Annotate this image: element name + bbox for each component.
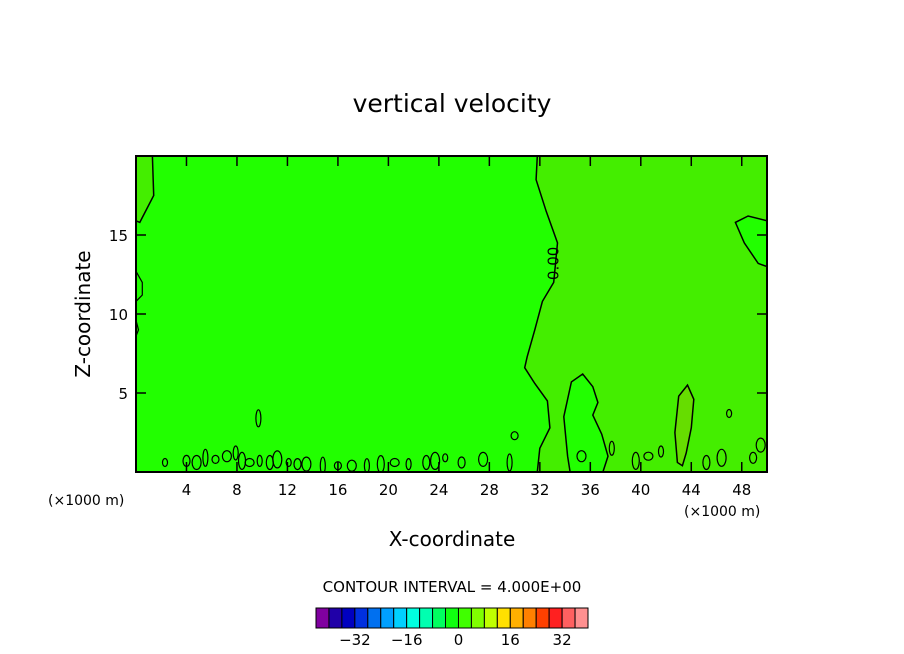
edge-contour xyxy=(136,271,143,302)
speckle-contour xyxy=(285,457,292,468)
speckle-contour xyxy=(430,451,441,470)
colorbar-swatch xyxy=(548,607,563,629)
region-blob-a xyxy=(563,372,609,472)
colorbar-tick-label: −16 xyxy=(391,631,423,649)
x-tick-label: 4 xyxy=(182,481,192,499)
speckle-contour xyxy=(272,450,283,469)
colorbar-swatch xyxy=(341,607,356,629)
colorbar-swatch xyxy=(470,607,485,629)
colorbar-swatch xyxy=(419,607,434,629)
colorbar-swatch xyxy=(354,607,369,629)
colorbar-tick-label: 16 xyxy=(501,631,520,649)
colorbar-tick-label: 32 xyxy=(553,631,572,649)
x-tick-label: 8 xyxy=(232,481,242,499)
colorbar-swatch xyxy=(496,607,511,629)
colorbar-swatch xyxy=(380,607,395,629)
chart-title: vertical velocity xyxy=(353,89,552,118)
colorbar-swatch xyxy=(457,607,472,629)
x-tick-label: 48 xyxy=(732,481,751,499)
region-blob-left-top xyxy=(136,156,155,224)
speckle-contour xyxy=(244,457,255,468)
x-tick-label: 24 xyxy=(429,481,448,499)
x-tick-label: 36 xyxy=(581,481,600,499)
speckle-contour xyxy=(576,450,587,463)
speckle-contour xyxy=(631,451,640,470)
speckle-contour xyxy=(405,458,412,471)
colorbar-swatch xyxy=(509,607,524,629)
colorbar-tick-label: 0 xyxy=(454,631,464,649)
contour-label: 0.00 xyxy=(545,247,563,280)
region-positive xyxy=(524,156,767,472)
speckle-contour xyxy=(755,437,766,453)
colorbar-swatch xyxy=(535,607,550,629)
colorbar-swatch xyxy=(328,607,343,629)
x-tick-label: 12 xyxy=(278,481,297,499)
colorbar-swatch xyxy=(561,607,576,629)
speckle-contour xyxy=(725,408,733,419)
speckle-contour xyxy=(211,454,220,464)
x-tick-label: 40 xyxy=(631,481,650,499)
speckle-contour xyxy=(422,454,431,471)
colorbar: −32 −16 0 16 32 xyxy=(315,607,589,649)
x-unit-left: (×1000 m) xyxy=(48,493,124,509)
speckle-contour xyxy=(293,458,302,471)
x-tick-label: 16 xyxy=(328,481,347,499)
speckle-contour xyxy=(478,451,489,467)
colorbar-swatch xyxy=(315,607,330,629)
speckle-contour xyxy=(510,431,519,441)
colorbar-swatch xyxy=(367,607,382,629)
colorbar-swatch xyxy=(522,607,537,629)
contour-speckles xyxy=(136,271,766,472)
x-axis-label: X-coordinate xyxy=(389,527,516,551)
contour-regions xyxy=(136,156,767,472)
colorbar-tick-label: −32 xyxy=(339,631,371,649)
x-tick-label: 28 xyxy=(480,481,499,499)
colorbar-swatch xyxy=(445,607,459,629)
x-ticks: 4 8 12 16 20 24 28 32 36 40 44 48 xyxy=(182,156,751,499)
region-blob-b xyxy=(674,383,695,467)
speckle-contour xyxy=(202,448,209,467)
y-ticks: 5 10 15 xyxy=(109,227,767,403)
speckle-contour xyxy=(657,445,665,458)
speckle-contour xyxy=(457,456,466,469)
y-axis-label: Z-coordinate xyxy=(71,250,95,377)
y-tick-label: 5 xyxy=(118,385,128,403)
y-tick-label: 10 xyxy=(109,306,128,324)
speckle-contour xyxy=(716,448,727,467)
contour-interval-label: CONTOUR INTERVAL = 4.000E+00 xyxy=(323,578,582,596)
colorbar-swatch xyxy=(432,607,447,629)
colorbar-swatch xyxy=(406,607,421,629)
x-tick-label: 32 xyxy=(530,481,549,499)
speckle-contour xyxy=(748,451,758,464)
speckle-contour xyxy=(221,450,232,463)
speckle-contour xyxy=(442,453,449,463)
colorbar-swatch xyxy=(483,607,498,629)
y-tick-label: 15 xyxy=(109,227,128,245)
x-unit-right: (×1000 m) xyxy=(684,504,760,520)
speckle-contour xyxy=(702,454,711,471)
speckle-contour xyxy=(256,454,263,467)
speckle-contour xyxy=(389,457,400,468)
speckle-contour xyxy=(161,457,169,468)
speckle-contour xyxy=(232,445,239,461)
x-tick-label: 44 xyxy=(682,481,701,499)
speckle-contour xyxy=(608,440,615,456)
speckle-contour xyxy=(319,456,326,472)
speckle-contour xyxy=(255,409,262,428)
speckle-contour xyxy=(643,451,654,461)
x-tick-label: 20 xyxy=(379,481,398,499)
speckle-contour xyxy=(191,454,202,471)
contour-line-right xyxy=(734,215,767,268)
colorbar-swatch xyxy=(393,607,408,629)
speckle-contour xyxy=(376,455,385,472)
region-right-negative xyxy=(735,216,767,472)
colorbar-swatch xyxy=(574,607,589,629)
speckle-contour xyxy=(363,458,370,472)
contour-line-zero xyxy=(523,156,559,472)
